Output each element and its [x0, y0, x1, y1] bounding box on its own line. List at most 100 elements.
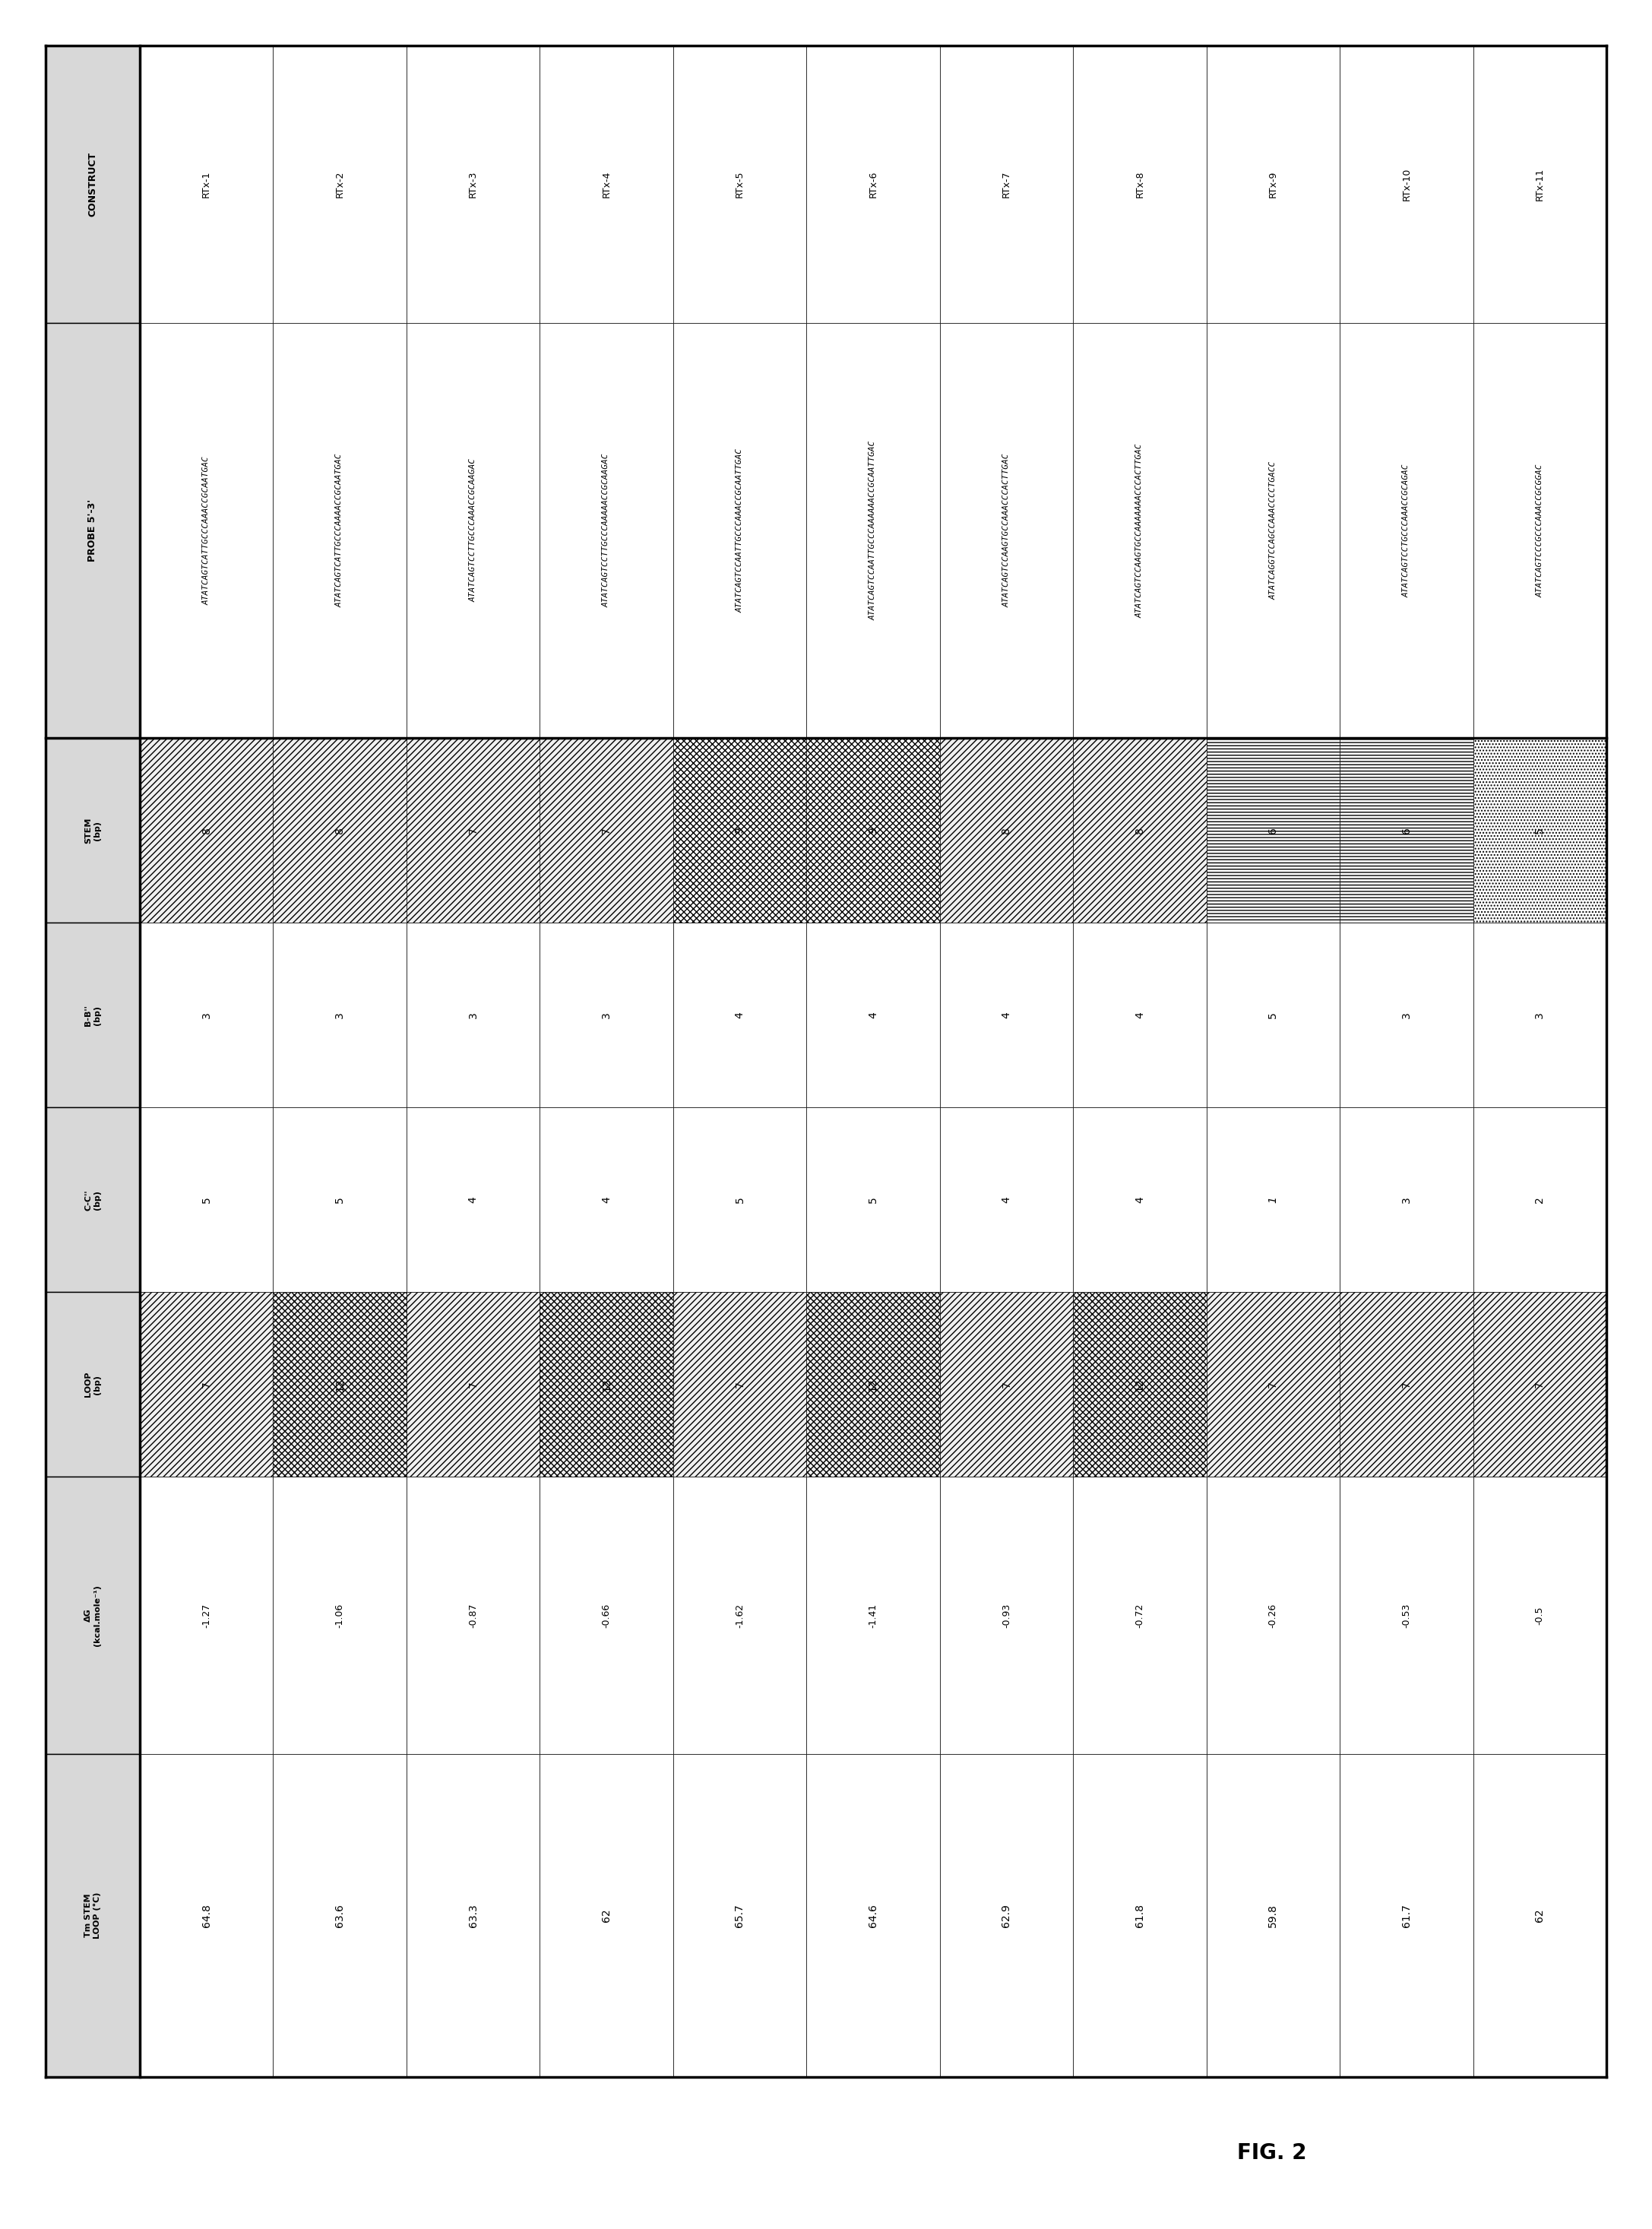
Bar: [273, 45, 406, 323]
Bar: [1074, 738, 1206, 923]
Bar: [273, 738, 406, 923]
Text: 64.6: 64.6: [867, 1904, 879, 1928]
Bar: [273, 1754, 406, 2077]
Bar: [1474, 1293, 1606, 1478]
Bar: [46, 323, 140, 738]
Bar: [406, 323, 540, 738]
Text: 62: 62: [1535, 1908, 1545, 1921]
Text: ATATCAGTCCTTGCCCAAAAACCGCAAGAC: ATATCAGTCCTTGCCCAAAAACCGCAAGAC: [603, 452, 610, 606]
Text: FIG. 2: FIG. 2: [1237, 2142, 1307, 2164]
Text: 61.7: 61.7: [1401, 1904, 1412, 1928]
Text: 6: 6: [1267, 827, 1279, 834]
Bar: [1074, 1108, 1206, 1293]
Bar: [140, 45, 273, 323]
Text: 1: 1: [1267, 1197, 1279, 1204]
Text: RTx-2: RTx-2: [335, 172, 345, 198]
Text: 61.8: 61.8: [1135, 1904, 1145, 1928]
Bar: [46, 1478, 140, 1754]
Text: ATATCAGTCCCGCCCAAACCGCGGAC: ATATCAGTCCCGCCCAAACCGCGGAC: [1536, 464, 1543, 597]
Bar: [540, 45, 672, 323]
Bar: [540, 323, 672, 738]
Bar: [540, 1478, 672, 1754]
Bar: [806, 323, 940, 738]
Text: 7: 7: [1001, 1382, 1011, 1389]
Text: 62.9: 62.9: [1001, 1904, 1011, 1928]
Bar: [806, 923, 940, 1108]
Text: 4: 4: [1001, 1197, 1011, 1204]
Bar: [1340, 1478, 1474, 1754]
Text: 7: 7: [601, 827, 611, 834]
Text: 4: 4: [601, 1197, 611, 1204]
Text: 3: 3: [601, 1012, 611, 1019]
Text: -0.93: -0.93: [1001, 1603, 1011, 1627]
Text: -0.5: -0.5: [1535, 1607, 1545, 1625]
Text: -0.87: -0.87: [468, 1603, 477, 1627]
Bar: [540, 738, 672, 923]
Bar: [273, 1108, 406, 1293]
Text: 4: 4: [735, 1012, 745, 1019]
Bar: [940, 1754, 1074, 2077]
Text: 8: 8: [1135, 827, 1145, 834]
Text: ATATCAGTCCTTGCCCAAACCGCAAGAC: ATATCAGTCCTTGCCCAAACCGCAAGAC: [469, 459, 477, 602]
Text: C-C''
(bp): C-C'' (bp): [84, 1190, 101, 1210]
Bar: [940, 45, 1074, 323]
Text: 7: 7: [735, 1382, 745, 1389]
Text: 4: 4: [1135, 1012, 1145, 1019]
Bar: [940, 923, 1074, 1108]
Text: 4: 4: [1135, 1197, 1145, 1204]
Bar: [406, 1478, 540, 1754]
Text: 5: 5: [735, 1197, 745, 1204]
Bar: [1474, 1478, 1606, 1754]
Bar: [1340, 1108, 1474, 1293]
Bar: [940, 1108, 1074, 1293]
Text: RTx-3: RTx-3: [468, 172, 477, 198]
Text: 8: 8: [1001, 827, 1011, 834]
Bar: [1074, 1754, 1206, 2077]
Text: 8: 8: [334, 827, 345, 834]
Bar: [46, 45, 140, 323]
Bar: [940, 323, 1074, 738]
Text: 12: 12: [601, 1378, 611, 1391]
Text: -0.66: -0.66: [601, 1603, 611, 1627]
Bar: [273, 323, 406, 738]
Text: RTx-9: RTx-9: [1269, 172, 1279, 198]
Text: -0.26: -0.26: [1269, 1603, 1279, 1627]
Bar: [672, 923, 806, 1108]
Bar: [1340, 45, 1474, 323]
Bar: [672, 323, 806, 738]
Text: 5: 5: [202, 1197, 211, 1204]
Text: ATATCAGTCCAATTGCCCAAACCGCAATTGAC: ATATCAGTCCAATTGCCCAAACCGCAATTGAC: [735, 448, 743, 613]
Bar: [1340, 923, 1474, 1108]
Bar: [940, 1478, 1074, 1754]
Bar: [406, 1108, 540, 1293]
Bar: [806, 1108, 940, 1293]
Text: 4: 4: [867, 1012, 879, 1019]
Bar: [273, 1478, 406, 1754]
Bar: [1206, 1293, 1340, 1478]
Text: 3: 3: [334, 1012, 345, 1019]
Text: 5: 5: [867, 1197, 879, 1204]
Text: -1.41: -1.41: [867, 1603, 877, 1627]
Text: ATATCAGTCCTGCCCAAACCGCAGAC: ATATCAGTCCTGCCCAAACCGCAGAC: [1403, 464, 1411, 597]
Text: 62: 62: [601, 1908, 611, 1921]
Bar: [672, 738, 806, 923]
Bar: [46, 1754, 140, 2077]
Bar: [672, 45, 806, 323]
Bar: [806, 45, 940, 323]
Text: RTx-11: RTx-11: [1535, 167, 1545, 201]
Text: 7: 7: [1535, 1382, 1545, 1389]
Bar: [672, 1478, 806, 1754]
Text: 3: 3: [1535, 1012, 1545, 1019]
Text: 3: 3: [468, 1012, 479, 1019]
Text: RTx-8: RTx-8: [1135, 172, 1145, 198]
Bar: [672, 1754, 806, 2077]
Bar: [406, 923, 540, 1108]
Text: Tm STEM
LOOP (°C): Tm STEM LOOP (°C): [84, 1892, 101, 1939]
Text: 7: 7: [202, 1382, 211, 1389]
Text: 7: 7: [1401, 1382, 1412, 1389]
Bar: [672, 1293, 806, 1478]
Text: 2: 2: [1535, 1197, 1545, 1204]
Bar: [540, 1108, 672, 1293]
Text: -1.06: -1.06: [335, 1603, 345, 1627]
Bar: [1074, 1293, 1206, 1478]
